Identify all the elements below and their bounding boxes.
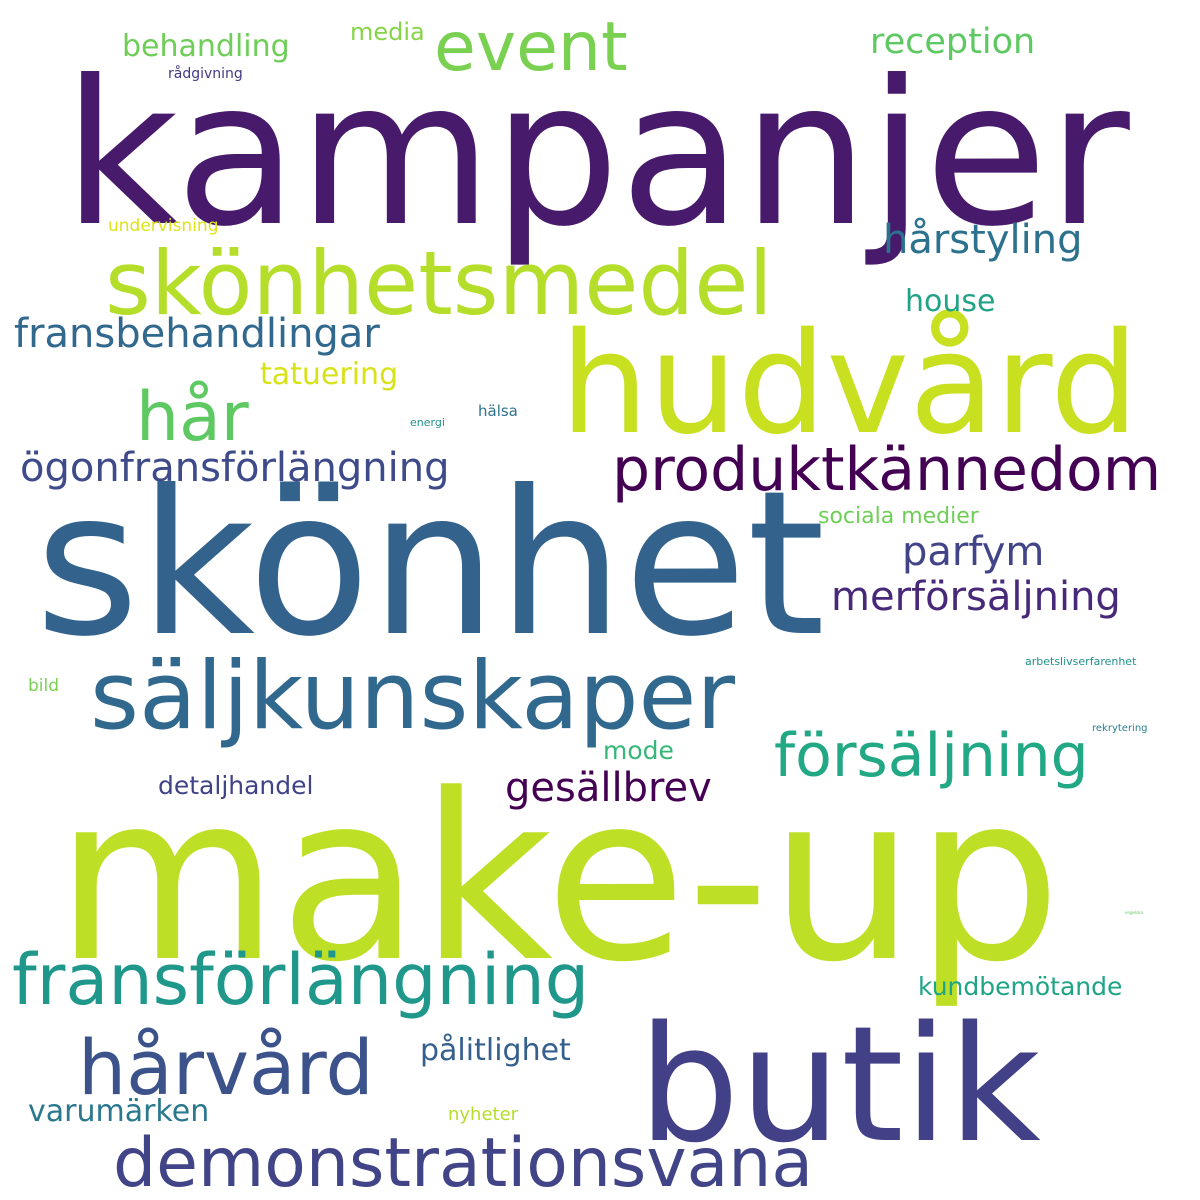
word-halsa: hälsa (478, 402, 518, 420)
word-make-up: make-up (55, 746, 1062, 1013)
word-hudvard: hudvård (560, 303, 1139, 466)
word-palitlighet: pålitlighet (420, 1033, 571, 1068)
word-radgivning: rådgivning (168, 66, 243, 82)
word-fransforlangning: fransförlängning (12, 939, 590, 1021)
word-event: event (434, 8, 628, 87)
word-forsaljning: försäljning (774, 721, 1089, 791)
word-energi: energi (410, 416, 445, 429)
word-house: house (905, 284, 996, 319)
word-fransbehandlingar: fransbehandlingar (14, 311, 380, 357)
word-harvard: hårvård (78, 1023, 374, 1112)
word-parfym: parfym (902, 529, 1045, 575)
word-kampanjer: kampanjer (63, 38, 1130, 271)
word-tatuering: tatuering (260, 357, 399, 392)
word-reception: reception (870, 22, 1036, 62)
word-produktkannedom: produktkännedom (612, 435, 1162, 505)
word-saljkunskaper: säljkunskaper (90, 642, 736, 751)
word-undervisning: undervisning (108, 216, 219, 236)
word-detaljhandel: detaljhandel (158, 771, 314, 800)
word-nyheter: nyheter (448, 1104, 519, 1125)
word-rekrytering: rekrytering (1092, 723, 1148, 734)
word-skonhetsmedel: skönhetsmedel (105, 232, 773, 335)
word-gesallbrev: gesällbrev (505, 765, 712, 811)
word-arbetslivserfarenhet: arbetslivserfarenhet (1025, 655, 1137, 668)
word-sociala-medier: sociala medier (818, 504, 979, 529)
word-merforsaljning: merförsäljning (831, 574, 1121, 620)
word-engelska: engelska (1125, 910, 1143, 915)
word-media: media (350, 18, 425, 46)
word-skonhet: skönhet (35, 448, 826, 681)
word-kundbemotande: kundbemötande (918, 972, 1123, 1001)
word-demonstrationsvana: demonstrationsvana (113, 1124, 814, 1200)
word-har: hår (136, 378, 249, 457)
word-ogonfransforlangning: ögonfransförlängning (20, 445, 450, 491)
word-behandling: behandling (122, 29, 290, 64)
word-varumarken: varumärken (28, 1094, 210, 1129)
word-harstyling: hårstyling (883, 217, 1083, 263)
word-mode: mode (603, 736, 674, 765)
word-butik: butik (638, 991, 1041, 1178)
word-bild: bild (28, 676, 60, 696)
